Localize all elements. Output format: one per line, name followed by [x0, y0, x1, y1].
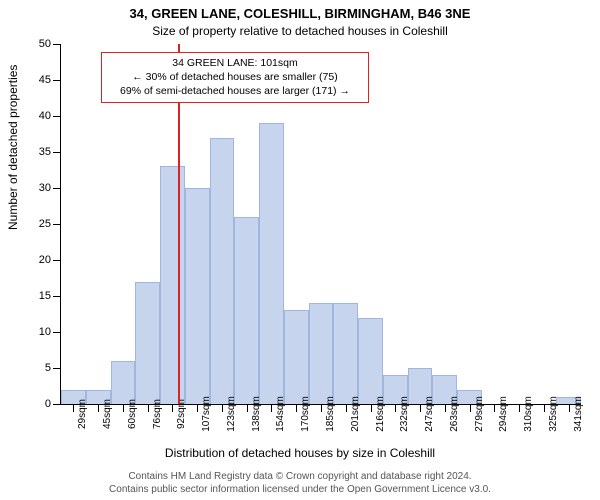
y-tick-label: 10	[39, 326, 51, 338]
histogram-bar	[333, 303, 358, 404]
chart-container: 34, GREEN LANE, COLESHILL, BIRMINGHAM, B…	[0, 0, 600, 500]
x-tick	[544, 404, 545, 412]
y-tick	[53, 260, 61, 261]
histogram-bar	[135, 282, 160, 404]
x-tick-label: 310sqm	[523, 396, 534, 432]
y-tick-label: 20	[39, 254, 51, 266]
histogram-bar	[160, 166, 185, 404]
y-tick-label: 15	[39, 290, 51, 302]
x-tick	[321, 404, 322, 412]
x-tick-label: 341sqm	[573, 396, 584, 432]
x-tick-label: 279sqm	[474, 396, 485, 432]
y-tick	[53, 332, 61, 333]
y-tick-label: 35	[39, 146, 51, 158]
y-tick-label: 5	[45, 362, 51, 374]
x-tick	[569, 404, 570, 412]
footnote: Contains HM Land Registry data © Crown c…	[0, 470, 600, 496]
x-tick	[420, 404, 421, 412]
annotation-line-3: 69% of semi-detached houses are larger (…	[108, 84, 362, 98]
x-tick	[494, 404, 495, 412]
x-tick	[519, 404, 520, 412]
x-tick	[247, 404, 248, 412]
x-tick	[123, 404, 124, 412]
y-tick-label: 50	[39, 38, 51, 50]
y-tick	[53, 368, 61, 369]
y-tick	[53, 80, 61, 81]
y-tick	[53, 152, 61, 153]
x-tick	[172, 404, 173, 412]
plot-area: 0510152025303540455029sqm45sqm60sqm76sqm…	[60, 44, 581, 405]
footnote-line-1: Contains HM Land Registry data © Crown c…	[128, 471, 471, 482]
y-tick	[53, 404, 61, 405]
histogram-bar	[234, 217, 259, 404]
histogram-bar	[111, 361, 136, 404]
y-axis-label: Number of detached properties	[6, 65, 20, 230]
histogram-bar	[284, 310, 309, 404]
y-tick	[53, 44, 61, 45]
histogram-bar	[259, 123, 284, 404]
y-tick-label: 30	[39, 182, 51, 194]
x-tick	[98, 404, 99, 412]
annotation-box: 34 GREEN LANE: 101sqm← 30% of detached h…	[101, 52, 369, 103]
x-tick	[222, 404, 223, 412]
x-tick	[445, 404, 446, 412]
x-tick-label: 294sqm	[498, 396, 509, 432]
x-tick	[371, 404, 372, 412]
y-tick	[53, 224, 61, 225]
y-tick-label: 40	[39, 110, 51, 122]
histogram-bar	[210, 138, 235, 404]
x-tick	[296, 404, 297, 412]
footnote-line-2: Contains public sector information licen…	[109, 484, 491, 495]
x-tick	[271, 404, 272, 412]
x-tick	[148, 404, 149, 412]
annotation-line-1: 34 GREEN LANE: 101sqm	[108, 56, 362, 70]
y-tick-label: 0	[45, 398, 51, 410]
histogram-bar	[309, 303, 334, 404]
histogram-bar	[358, 318, 383, 404]
annotation-line-2: ← 30% of detached houses are smaller (75…	[108, 70, 362, 84]
histogram-bar	[185, 188, 210, 404]
chart-title: 34, GREEN LANE, COLESHILL, BIRMINGHAM, B…	[0, 6, 600, 21]
y-tick	[53, 116, 61, 117]
x-axis-label: Distribution of detached houses by size …	[0, 446, 600, 460]
x-tick	[73, 404, 74, 412]
y-tick	[53, 188, 61, 189]
x-tick	[197, 404, 198, 412]
x-tick	[470, 404, 471, 412]
x-tick	[395, 404, 396, 412]
y-tick-label: 25	[39, 218, 51, 230]
chart-subtitle: Size of property relative to detached ho…	[0, 24, 600, 38]
x-tick	[346, 404, 347, 412]
y-tick	[53, 296, 61, 297]
y-tick-label: 45	[39, 74, 51, 86]
